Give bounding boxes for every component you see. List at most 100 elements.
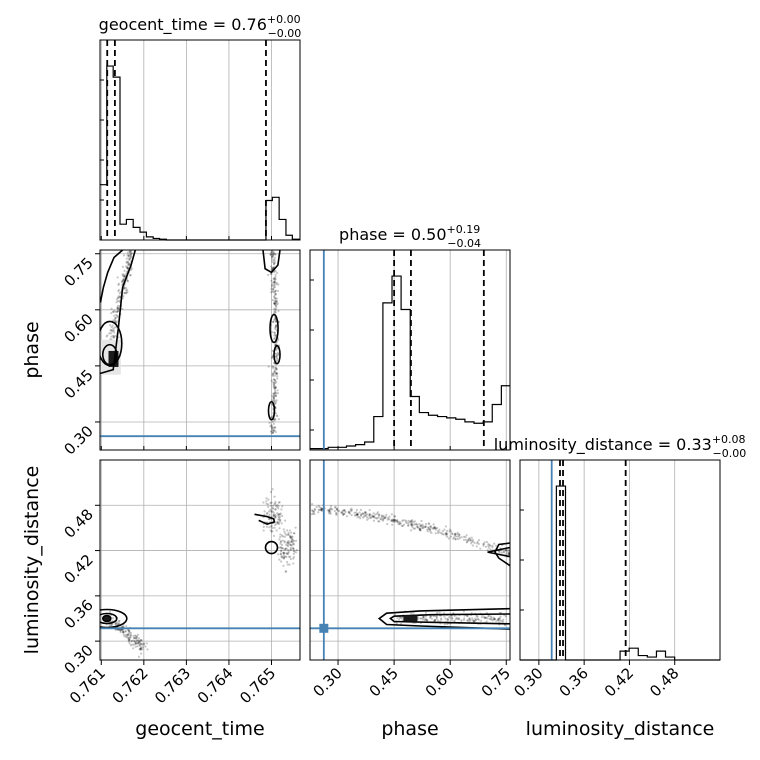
sample-point xyxy=(129,254,132,257)
hist-step-phase xyxy=(310,275,510,450)
sample-point xyxy=(446,619,449,622)
sample-point xyxy=(273,318,276,322)
sample-point xyxy=(486,617,489,620)
sample-point xyxy=(277,505,280,508)
sample-point xyxy=(275,371,278,375)
sample-point xyxy=(498,617,501,620)
sample-point xyxy=(424,525,427,529)
truth-marker xyxy=(319,623,329,633)
sample-point xyxy=(273,307,276,310)
sample-point xyxy=(320,509,323,512)
sample-point xyxy=(466,538,470,542)
sample-point xyxy=(274,326,277,329)
sample-point xyxy=(335,512,338,515)
sample-point xyxy=(125,260,128,263)
sample-point xyxy=(280,549,283,552)
sample-point xyxy=(272,393,276,396)
sample-point xyxy=(137,639,140,642)
sample-point xyxy=(130,246,132,248)
sample-point xyxy=(273,381,276,384)
sample-point xyxy=(111,617,115,620)
sample-point xyxy=(291,541,295,544)
sample-point xyxy=(123,291,126,295)
y-tick-label-luminosity-distance: 0.36 xyxy=(60,596,96,632)
sample-point xyxy=(328,508,331,511)
sample-point xyxy=(466,540,469,543)
sample-point xyxy=(270,279,273,282)
sample-point xyxy=(272,386,276,390)
sample-point xyxy=(273,382,276,385)
panel-border xyxy=(309,459,511,661)
sample-point xyxy=(491,546,494,549)
sample-point xyxy=(394,519,397,523)
sample-point xyxy=(490,616,493,619)
sample-point xyxy=(272,286,275,289)
sample-point xyxy=(471,544,475,547)
sample-point xyxy=(356,513,359,516)
sample-point xyxy=(126,632,130,635)
sample-point xyxy=(286,541,289,544)
sample-point xyxy=(134,635,137,638)
sample-point xyxy=(376,516,379,520)
sample-point xyxy=(340,511,344,514)
sample-point xyxy=(279,519,282,523)
sample-point xyxy=(505,552,508,555)
sample-point xyxy=(427,526,430,530)
sample-point xyxy=(274,366,277,369)
sample-point xyxy=(460,536,463,539)
sample-point xyxy=(121,630,125,633)
sample-point xyxy=(373,515,376,518)
sample-point xyxy=(126,290,129,293)
sample-point xyxy=(276,353,280,356)
sample-point xyxy=(275,324,278,327)
sample-point xyxy=(421,523,424,526)
sample-point xyxy=(273,302,276,305)
panel-geocent-time-vs-luminosity-distance xyxy=(99,459,301,661)
sample-point xyxy=(273,399,276,403)
sample-point xyxy=(420,519,423,523)
sample-point xyxy=(392,519,395,522)
sample-point xyxy=(271,372,275,375)
sample-point xyxy=(141,646,145,649)
sample-point xyxy=(123,274,126,277)
sample-point xyxy=(282,551,285,555)
sample-point xyxy=(488,544,492,548)
sample-point xyxy=(468,618,471,621)
sample-point xyxy=(109,329,112,332)
sample-point xyxy=(271,431,275,434)
sample-point xyxy=(425,619,429,622)
sample-point xyxy=(271,355,274,359)
sample-point xyxy=(347,511,350,514)
y-tick-label-luminosity-distance: 0.48 xyxy=(60,505,96,541)
sample-point xyxy=(116,306,119,310)
sample-point xyxy=(127,257,131,261)
sample-point xyxy=(330,507,333,511)
sample-point xyxy=(125,291,128,294)
sample-point xyxy=(345,515,349,518)
sample-point xyxy=(266,512,269,515)
sample-point xyxy=(344,510,347,514)
sample-point xyxy=(451,532,454,536)
sample-point xyxy=(114,319,117,322)
sample-point xyxy=(289,557,292,561)
sample-point xyxy=(472,619,475,622)
sample-point xyxy=(274,504,277,508)
sample-point xyxy=(318,506,321,509)
sample-point xyxy=(287,542,290,545)
sample-point xyxy=(404,519,407,522)
sample-point xyxy=(445,532,448,536)
sample-point xyxy=(273,369,276,372)
sample-point xyxy=(269,425,272,428)
sample-point xyxy=(419,529,422,532)
sample-point xyxy=(356,512,359,515)
sample-point xyxy=(266,273,270,277)
sample-point xyxy=(489,618,492,621)
sample-point xyxy=(320,509,323,512)
sample-point xyxy=(282,551,285,554)
sample-point xyxy=(270,251,273,254)
sample-point xyxy=(285,529,289,532)
sample-point xyxy=(273,281,276,284)
sample-point xyxy=(273,394,276,397)
sample-point xyxy=(275,368,278,371)
sample-point xyxy=(275,359,278,363)
